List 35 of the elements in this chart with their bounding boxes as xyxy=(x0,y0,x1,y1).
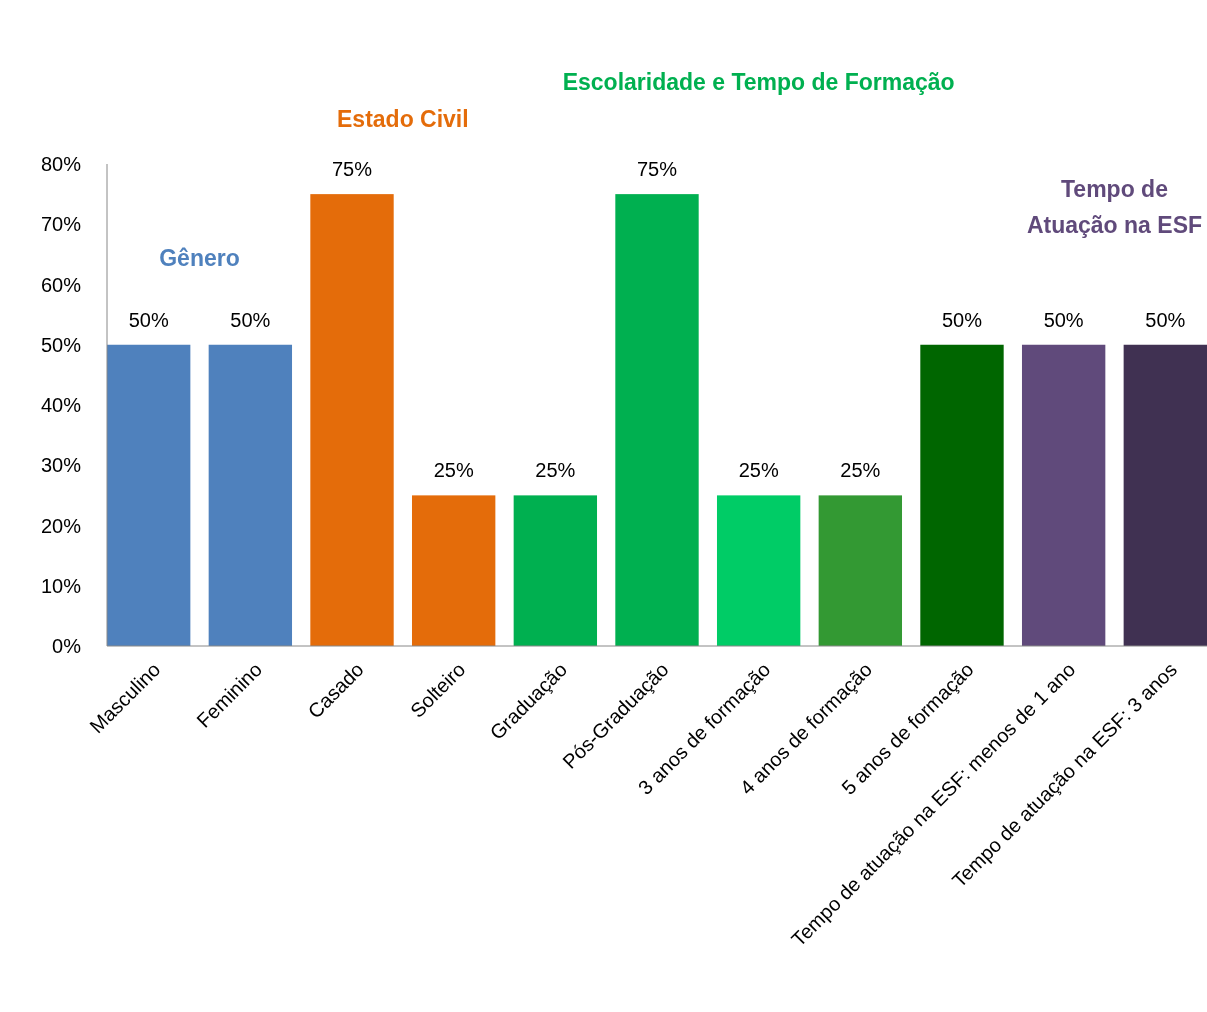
bar xyxy=(208,344,293,646)
data-label: 50% xyxy=(941,308,983,331)
y-tick-label: 60% xyxy=(40,273,82,296)
text: Escolaridade e Tempo de Formação xyxy=(562,69,955,95)
y-tick-label: 80% xyxy=(40,153,82,175)
y-tick-label: 30% xyxy=(40,454,82,477)
annotation: Tempo de Atuação na ESF xyxy=(1026,176,1203,238)
data-label: 25% xyxy=(433,459,474,482)
y-tick-label: 0% xyxy=(52,635,82,657)
data-label: 50% xyxy=(1145,308,1186,331)
bar xyxy=(411,495,496,646)
data-label: 25% xyxy=(535,459,576,482)
y-tick-label: 10% xyxy=(40,574,82,597)
data-label: 75% xyxy=(331,158,373,181)
bar xyxy=(1021,344,1106,646)
data-label: 75% xyxy=(636,158,678,181)
data-label: 50% xyxy=(128,308,169,331)
data-label: 25% xyxy=(738,459,779,482)
y-tick-label: 70% xyxy=(40,213,82,236)
data-label: 25% xyxy=(840,459,881,482)
y-tick-label: 50% xyxy=(40,333,82,356)
bar xyxy=(513,495,598,646)
text: Estado Civil xyxy=(337,106,469,132)
bar xyxy=(920,344,1004,646)
annotation: Gênero xyxy=(159,245,240,271)
bar xyxy=(310,194,394,646)
data-label: 50% xyxy=(230,308,271,331)
bar xyxy=(716,495,801,646)
y-tick-label: 40% xyxy=(40,394,82,416)
bar xyxy=(1123,344,1207,646)
y-tick-label: 20% xyxy=(40,514,82,537)
data-label: 50% xyxy=(1043,308,1084,331)
bar xyxy=(615,194,699,646)
bar xyxy=(107,344,191,646)
bar xyxy=(818,495,903,646)
